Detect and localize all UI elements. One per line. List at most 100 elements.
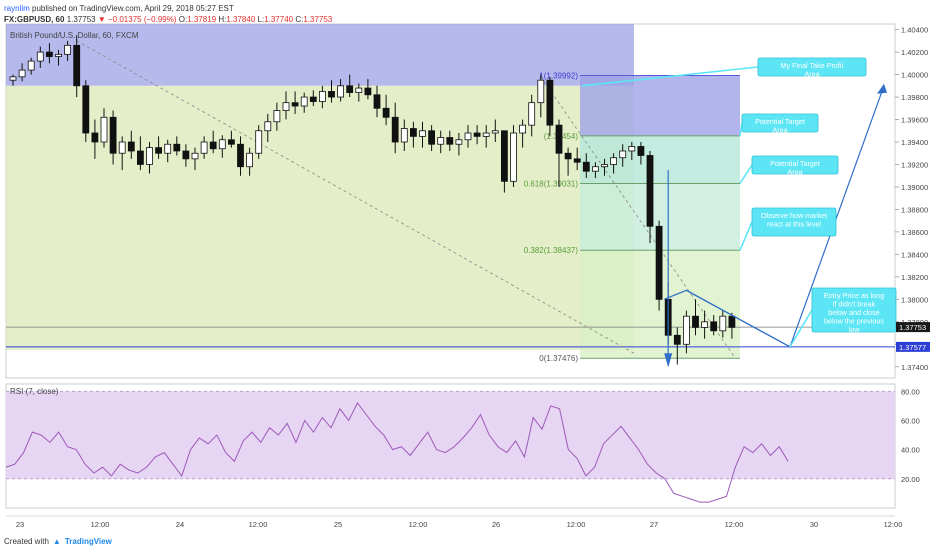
open-value: 1.37819: [187, 15, 217, 24]
x-tick-label: 27: [650, 520, 658, 529]
callout-box: [757, 57, 867, 77]
candle: [46, 51, 53, 57]
candle: [73, 44, 81, 87]
projection-leg: [686, 289, 791, 348]
candle: [173, 143, 181, 152]
rsi-tick-label: 80.00: [901, 387, 920, 396]
symbol: FX:GBPUSD, 60: [4, 15, 65, 24]
x-tick-label: 24: [176, 520, 184, 529]
candle: [464, 132, 472, 141]
candle: [146, 147, 153, 165]
candle: [136, 150, 144, 165]
candle: [82, 85, 90, 134]
candle: [419, 130, 426, 137]
candle: [655, 225, 663, 300]
y-tick-label: 1.39000: [901, 183, 928, 192]
candle: [18, 69, 26, 78]
price-badge: [896, 322, 930, 333]
close-label: C:: [295, 15, 304, 24]
candle: [473, 132, 481, 137]
candle: [519, 124, 526, 134]
low-value: 1.37740: [264, 15, 294, 24]
close-value: 1.37753: [303, 15, 333, 24]
fib-label: 0(1.37476): [539, 354, 578, 363]
open-label: O:: [178, 15, 188, 24]
candle: [446, 137, 454, 145]
price-badge-label: 1.37753: [899, 323, 926, 332]
rsi-tick-label: 20.00: [901, 475, 920, 484]
candle: [200, 141, 208, 154]
candle: [364, 87, 372, 96]
y-tick-label: 1.39200: [901, 160, 928, 169]
candle: [182, 150, 190, 160]
x-tick-label: 26: [492, 520, 500, 529]
candle: [218, 139, 226, 150]
candle: [9, 76, 17, 81]
candle: [728, 315, 736, 328]
candle: [555, 124, 563, 154]
dashed-trend-line: [76, 40, 635, 354]
candle: [237, 143, 244, 168]
author[interactable]: raynlim: [4, 4, 30, 13]
candle: [337, 85, 345, 98]
candle: [36, 51, 44, 62]
y-tick-label: 1.38800: [901, 205, 928, 214]
rsi-tick-label: 40.00: [901, 446, 920, 455]
large-fib-zone-body: [6, 85, 634, 350]
callout-box: [741, 113, 819, 133]
tradingview-brand[interactable]: TradingView: [64, 537, 112, 546]
rsi-tick-label: 60.00: [901, 416, 920, 425]
callout-text: Potential Target Area: [770, 159, 820, 177]
candle: [564, 152, 572, 160]
callout-pointer: [739, 221, 753, 251]
arrow-head-icon: [877, 83, 887, 94]
candle: [692, 315, 699, 328]
candle: [455, 139, 463, 145]
candle: [537, 79, 545, 104]
low-label: L:: [257, 15, 265, 24]
candle: [437, 137, 445, 145]
y-tick-label: 1.38000: [901, 295, 928, 304]
candle: [601, 164, 608, 168]
candle: [646, 155, 654, 227]
candle: [209, 141, 217, 150]
x-tick-label: 12:00: [884, 520, 903, 529]
rsi-line: [5, 402, 789, 503]
fib-zone-0786: [580, 135, 740, 184]
chart-header: raynlim published on TradingView.com, Ap…: [4, 3, 704, 25]
last-price: 1.37753: [66, 15, 96, 24]
candle: [27, 60, 35, 71]
candle: [282, 102, 290, 111]
y-tick-label: 1.39800: [901, 93, 928, 102]
drop-arrow-head-icon: [664, 353, 673, 368]
created-with-text: Created with: [4, 537, 49, 546]
fib-label: 0.382(1.38437): [524, 246, 579, 255]
candle: [710, 321, 718, 332]
candle: [500, 130, 508, 182]
x-tick-label: 30: [810, 520, 818, 529]
candle: [127, 141, 135, 152]
candle: [628, 146, 636, 152]
candle: [318, 91, 326, 102]
candle: [255, 130, 263, 154]
large-fib-zone-top: [6, 24, 634, 86]
y-tick-label: 1.37400: [901, 363, 928, 372]
candle: [546, 79, 554, 126]
y-tick-label: 1.40000: [901, 71, 928, 80]
candle: [683, 315, 690, 345]
published-text: published on TradingView.com, April 29, …: [32, 4, 234, 13]
candle: [291, 102, 299, 107]
x-tick-label: 12:00: [567, 520, 586, 529]
rsi-title: RSI (7, close): [10, 387, 59, 396]
callout-text: My Final Take Profit Area: [781, 61, 844, 79]
high-label: H:: [218, 15, 227, 24]
y-tick-label: 1.38600: [901, 228, 928, 237]
candle: [701, 321, 708, 328]
candle: [400, 128, 408, 143]
callout-pointer: [739, 164, 753, 184]
high-value: 1.37840: [226, 15, 256, 24]
candle: [100, 116, 108, 143]
y-tick-label: 1.40400: [901, 26, 928, 35]
change: ▼ −0.01375 (−0.99%): [97, 15, 177, 24]
